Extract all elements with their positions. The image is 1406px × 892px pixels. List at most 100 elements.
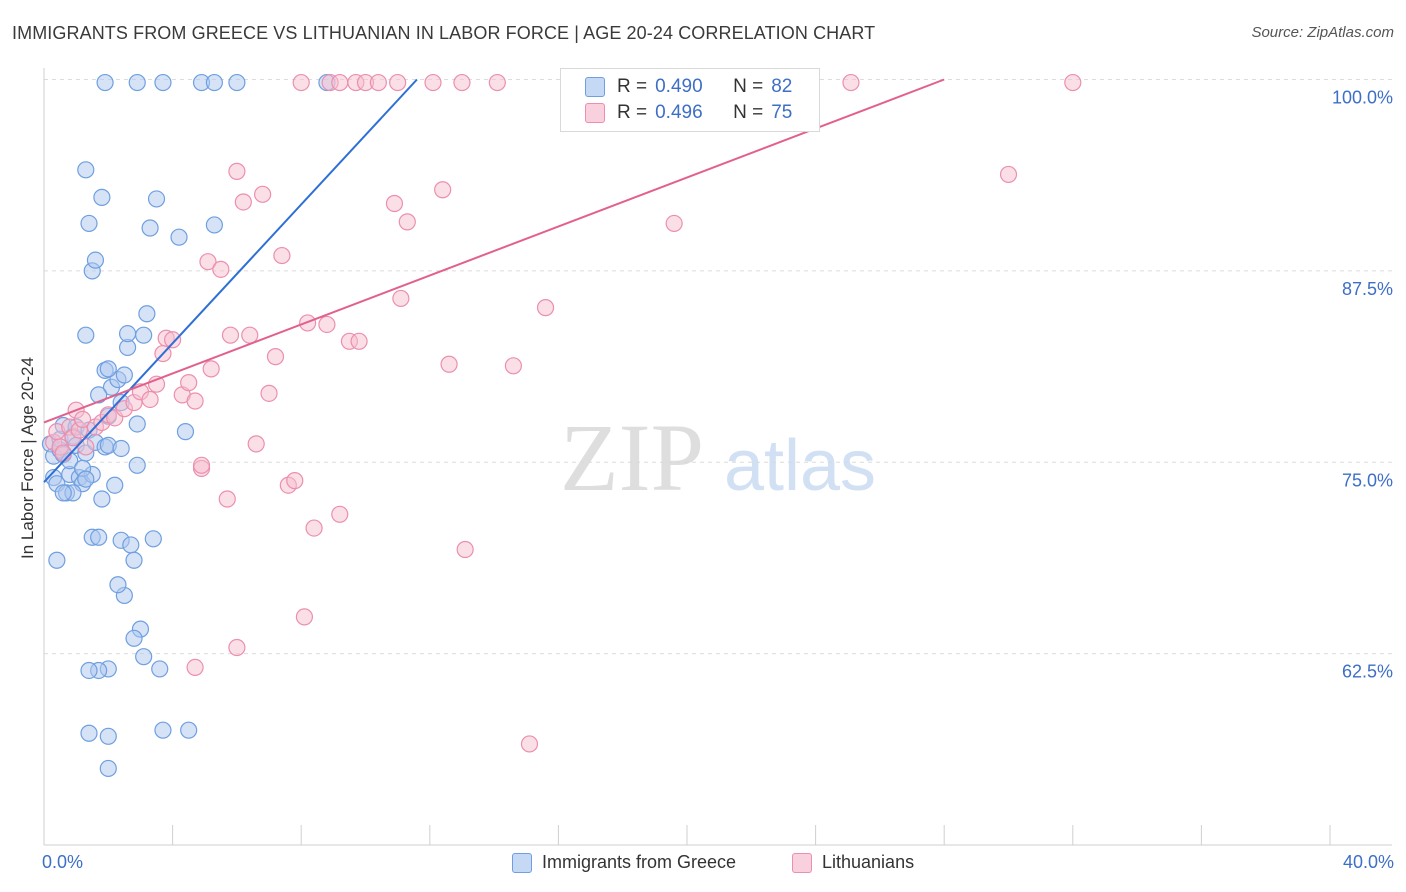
lithuanian-point <box>202 360 220 378</box>
correlation-legend: R = 0.490 N = 82 R = 0.496 N = 75 <box>560 68 820 132</box>
lithuanian-point <box>199 253 217 271</box>
lithuanian-point <box>186 392 204 410</box>
greece-point <box>154 73 172 92</box>
lithuanian-point <box>504 357 522 375</box>
y-tick-labels: 62.5% 75.0% 87.5% 100.0% <box>1332 88 1393 682</box>
lithuanian-point <box>266 348 285 366</box>
greece-point <box>106 476 124 494</box>
greece-point <box>109 576 127 594</box>
lithuanian-point <box>488 73 506 92</box>
lithuanian-point <box>398 213 416 231</box>
lithuanian-point <box>385 194 404 213</box>
lithuanian-point <box>295 608 314 626</box>
chart-title: IMMIGRANTS FROM GREECE VS LITHUANIAN IN … <box>12 23 876 43</box>
greece-point <box>144 530 162 548</box>
lithuanian-point <box>186 658 204 677</box>
legend-n-value: 82 <box>771 76 793 97</box>
bottom-legend-swatch-blue <box>512 852 532 873</box>
greece-point <box>77 470 95 488</box>
gridlines <box>44 79 1392 655</box>
greece-point <box>128 456 146 474</box>
legend-n-label: N = <box>733 102 764 123</box>
lithuanian-point <box>286 472 304 490</box>
lithuanian-point <box>273 246 291 265</box>
greece-point <box>125 551 143 569</box>
watermark-atlas: atlas <box>724 426 876 506</box>
lithuanian-point <box>331 505 349 523</box>
legend-r-label: R = <box>617 76 648 97</box>
legend-r-value: 0.490 <box>655 76 703 97</box>
lithuanian-point <box>260 384 278 402</box>
lithuanian-point <box>424 73 442 92</box>
greece-point <box>77 161 95 179</box>
lithuanian-point <box>1064 73 1082 92</box>
lithuanian-point <box>665 214 683 233</box>
legend-r-value: 0.496 <box>655 102 703 123</box>
greece-point <box>80 661 98 680</box>
lithuanian-point <box>73 410 92 428</box>
legend-swatch-pink <box>585 103 605 123</box>
greece-point <box>99 759 117 778</box>
lithuanian-point <box>221 326 240 344</box>
y-tick-label: 62.5% <box>1342 662 1393 682</box>
bottom-legend-label: Lithuanians <box>822 852 915 872</box>
greece-point <box>80 214 98 233</box>
lithuanian-point <box>389 73 407 92</box>
lithuanian-point <box>434 181 452 199</box>
greece-point <box>99 360 117 378</box>
y-tick-label: 100.0% <box>1332 88 1393 108</box>
greece-point <box>90 386 108 404</box>
bottom-legend-greece: Immigrants from Greece <box>512 852 736 873</box>
lithuanian-point <box>218 490 236 508</box>
lithuanian-point <box>392 289 410 308</box>
greece-point <box>93 490 111 508</box>
lithuanian-point <box>999 165 1018 184</box>
x-tick-label-max: 40.0% <box>1342 852 1394 872</box>
y-tick-label: 75.0% <box>1342 470 1393 490</box>
legend-r-label: R = <box>617 102 648 123</box>
greece-point <box>128 73 146 92</box>
greece-point <box>80 724 98 742</box>
greece-trend-line <box>43 78 418 483</box>
greece-point <box>205 216 223 234</box>
lithuanian-point <box>212 260 230 278</box>
lithuanian-point <box>234 193 252 211</box>
legend-row-greece: R = 0.490 N = 82 <box>585 75 792 99</box>
greece-point <box>135 648 153 666</box>
bottom-legend-label: Immigrants from Greece <box>542 852 737 872</box>
greece-point <box>147 190 166 208</box>
lithuanian-point <box>54 444 72 462</box>
greece-point <box>170 228 188 246</box>
lithuanian-point <box>331 73 349 92</box>
greece-point <box>86 251 105 269</box>
greece-point <box>54 484 72 502</box>
legend-row-lithuanians: R = 0.496 N = 75 <box>585 101 792 125</box>
legend-n-label: N = <box>733 76 764 97</box>
watermark: ZIP atlas <box>560 404 876 511</box>
greece-point <box>93 188 111 206</box>
greece-point <box>115 366 133 384</box>
lithuanian-point <box>77 438 95 456</box>
greece-point <box>180 721 198 739</box>
lithuanian-point <box>369 73 387 92</box>
greece-point <box>135 326 153 344</box>
lithuanian-point <box>440 355 458 373</box>
greece-point <box>112 439 130 458</box>
greece-point <box>138 305 156 323</box>
lithuanian-point <box>192 456 211 474</box>
greece-point <box>205 73 223 92</box>
legend-n-value: 75 <box>771 102 793 123</box>
lithuanian-point <box>305 519 323 537</box>
greece-point <box>118 325 137 343</box>
lithuanian-trend-line <box>43 78 945 424</box>
greece-point <box>96 73 114 92</box>
lithuanian-point <box>164 331 182 349</box>
y-axis-label: In Labor Force | Age 20-24 <box>18 357 37 559</box>
lithuanian-point <box>180 374 198 392</box>
lithuanian-point <box>247 435 265 453</box>
x-tick-label-min: 0.0% <box>42 852 84 872</box>
lithuanian-point <box>141 390 159 409</box>
greece-point <box>176 423 195 441</box>
greece-point <box>48 551 66 569</box>
lithuanian-point <box>228 162 246 180</box>
